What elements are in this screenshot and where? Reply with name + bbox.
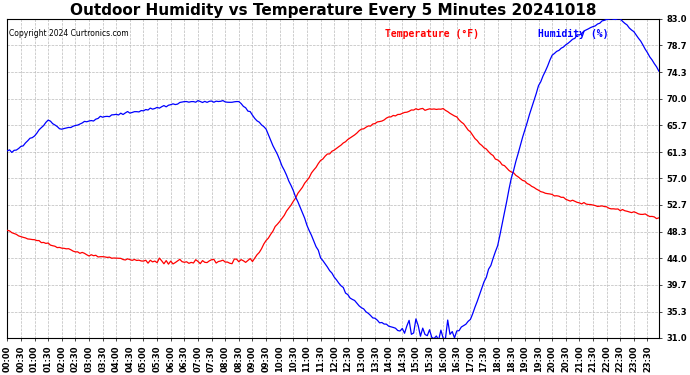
Text: Humidity (%): Humidity (%) <box>538 28 609 39</box>
Title: Outdoor Humidity vs Temperature Every 5 Minutes 20241018: Outdoor Humidity vs Temperature Every 5 … <box>70 3 596 18</box>
Text: Temperature (°F): Temperature (°F) <box>385 28 479 39</box>
Text: Copyright 2024 Curtronics.com: Copyright 2024 Curtronics.com <box>9 28 129 38</box>
